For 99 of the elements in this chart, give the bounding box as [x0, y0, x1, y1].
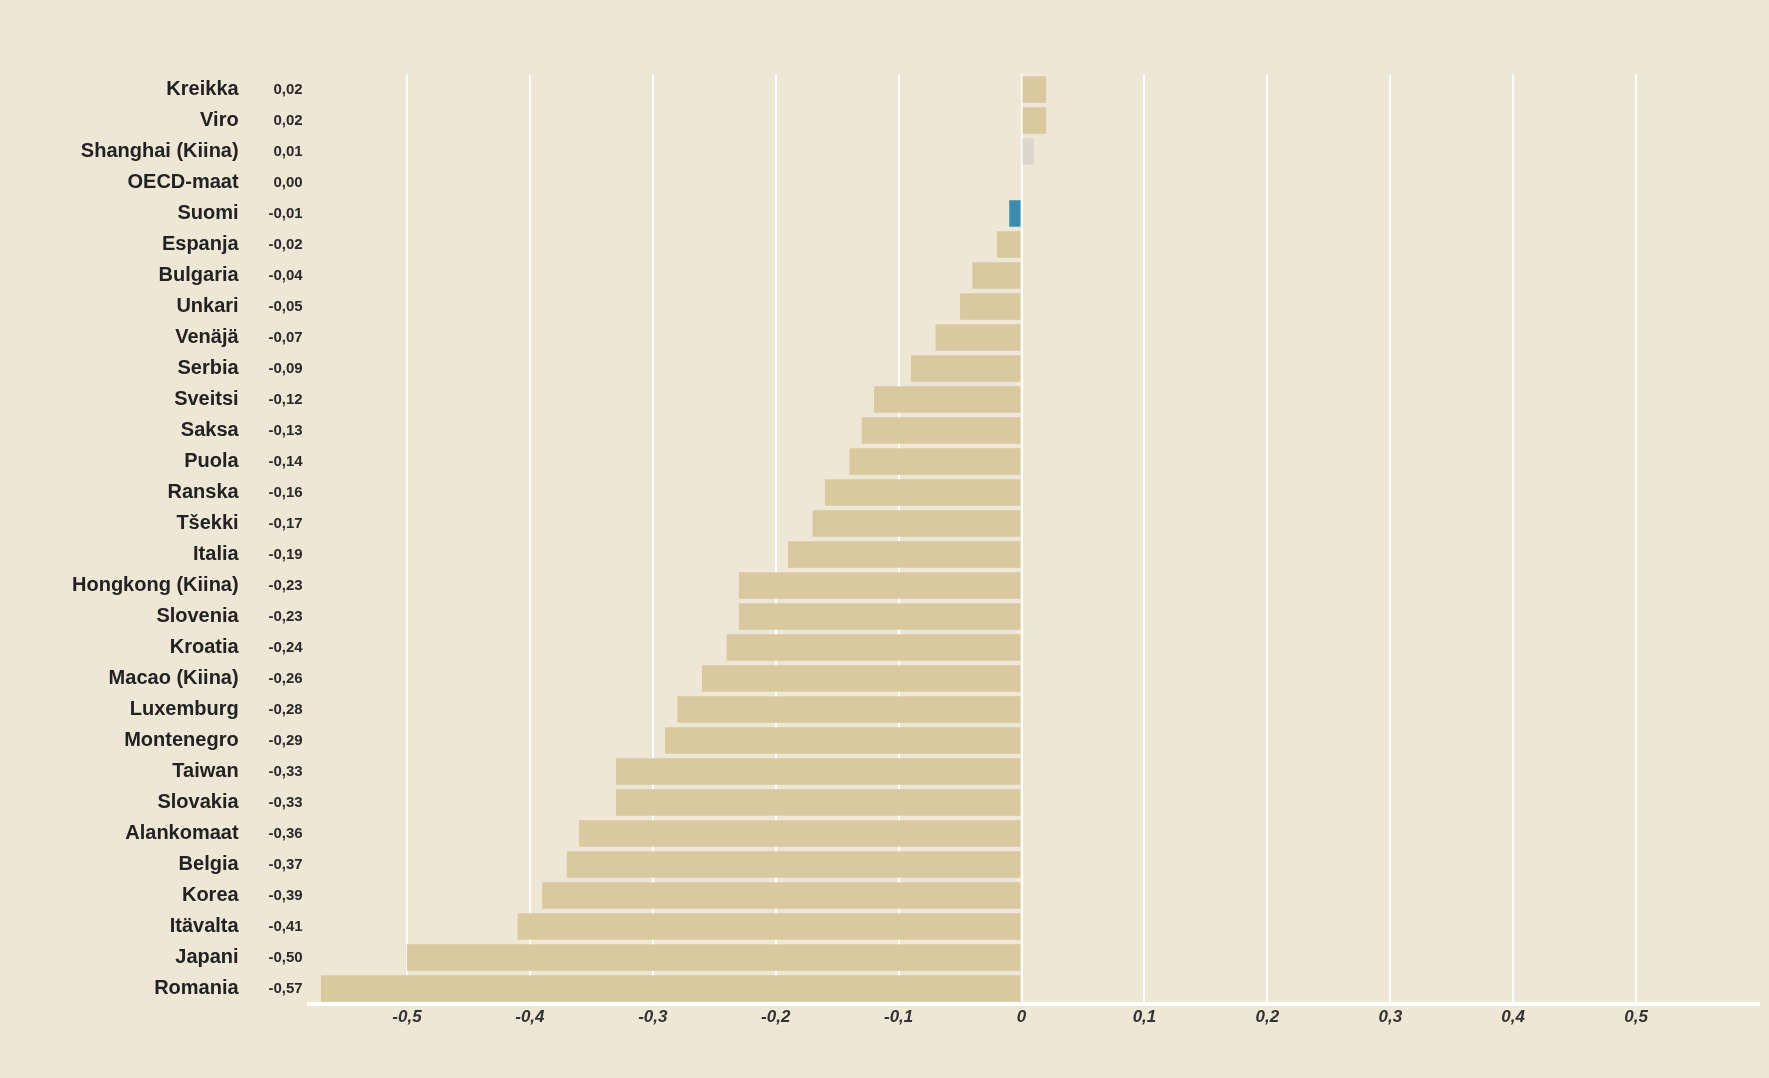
bar	[517, 913, 1021, 940]
bar	[615, 789, 1021, 816]
bar	[861, 417, 1021, 444]
data-label: -0,12	[268, 389, 303, 407]
data-label: -0,04	[268, 265, 304, 283]
y-tick-label: Slovenia	[156, 604, 240, 627]
data-label: -0,13	[268, 420, 303, 438]
y-tick-label: Tšekki	[176, 511, 239, 534]
data-label: -0,16	[268, 482, 303, 500]
data-label: 0,02	[273, 79, 303, 97]
x-tick-label: -0,2	[761, 1006, 791, 1026]
y-tick-label: Espanja	[161, 232, 240, 255]
x-tick-label: 0,4	[1501, 1006, 1526, 1026]
bar	[542, 882, 1021, 909]
bar	[812, 510, 1021, 537]
data-label: -0,19	[268, 544, 303, 562]
x-tick-label: 0,3	[1378, 1006, 1403, 1026]
y-tick-label: Kreikka	[166, 77, 240, 100]
y-tick-label: Sveitsi	[174, 387, 239, 410]
data-label: -0,39	[268, 885, 303, 903]
bar	[615, 758, 1021, 785]
data-label: -0,14	[268, 451, 304, 469]
y-tick-label: Saksa	[180, 418, 240, 441]
data-label: -0,57	[268, 978, 303, 996]
bar	[406, 944, 1021, 971]
bar	[824, 479, 1021, 506]
data-label: -0,37	[268, 854, 303, 872]
y-tick-label: Montenegro	[124, 728, 239, 751]
data-label: -0,23	[268, 606, 303, 624]
data-label: -0,41	[268, 916, 303, 934]
bar	[1022, 76, 1047, 103]
bar	[1009, 200, 1021, 227]
y-tick-label: Korea	[181, 883, 240, 906]
y-tick-label: Venäjä	[175, 325, 240, 348]
y-tick-label: Belgia	[178, 852, 240, 875]
x-tick-label: -0,4	[515, 1006, 546, 1026]
bar	[960, 293, 1021, 320]
bar	[665, 727, 1021, 754]
x-tick-label: -0,3	[638, 1006, 668, 1026]
bar	[935, 324, 1021, 351]
y-tick-label: Luxemburg	[129, 697, 239, 720]
data-label: -0,01	[268, 203, 303, 221]
y-tick-label: Hongkong (Kiina)	[72, 573, 239, 596]
data-label: -0,50	[268, 947, 303, 965]
data-label: -0,29	[268, 730, 303, 748]
y-tick-label: Viro	[200, 108, 239, 131]
x-tick-label: -0,5	[392, 1006, 423, 1026]
data-label: 0,00	[273, 172, 303, 190]
y-tick-label: Serbia	[177, 356, 240, 379]
data-label: -0,28	[268, 699, 303, 717]
y-tick-label: Taiwan	[172, 759, 239, 782]
bar	[788, 541, 1021, 568]
x-tick-label: 0,2	[1255, 1006, 1280, 1026]
data-label: -0,26	[268, 668, 303, 686]
data-label: -0,36	[268, 823, 303, 841]
bar	[910, 355, 1021, 382]
bar	[849, 448, 1021, 475]
y-tick-label: Ranska	[167, 480, 240, 503]
y-tick-label: Kroatia	[169, 635, 240, 658]
x-tick-label: 0,5	[1624, 1006, 1649, 1026]
bar	[996, 231, 1021, 258]
y-tick-label: Alankomaat	[125, 821, 239, 844]
y-tick-label: Macao (Kiina)	[108, 666, 239, 689]
data-label: -0,33	[268, 792, 303, 810]
x-tick-label: -0,1	[883, 1006, 914, 1026]
y-tick-label: Italia	[193, 542, 240, 565]
data-label: -0,24	[268, 637, 304, 655]
y-tick-label: Shanghai (Kiina)	[80, 139, 239, 162]
y-tick-label: OECD-maat	[127, 170, 239, 193]
bar	[701, 665, 1021, 692]
data-label: -0,05	[268, 296, 303, 314]
bar	[579, 820, 1021, 847]
y-tick-label: Japani	[175, 945, 239, 968]
y-tick-label: Slovakia	[157, 790, 240, 813]
bar	[738, 572, 1021, 599]
y-tick-label: Suomi	[177, 201, 239, 224]
data-label: -0,09	[268, 358, 303, 376]
y-tick-label: Itävalta	[169, 914, 240, 937]
bar	[972, 262, 1021, 289]
bar	[1022, 107, 1047, 134]
data-label: -0,23	[268, 575, 303, 593]
y-tick-label: Puola	[184, 449, 240, 472]
x-tick-label: 0	[1016, 1006, 1027, 1026]
bar	[738, 603, 1021, 630]
bar	[1022, 138, 1034, 165]
data-label: -0,17	[268, 513, 303, 531]
data-label: -0,33	[268, 761, 303, 779]
bar	[566, 851, 1021, 878]
data-label: 0,02	[273, 110, 303, 128]
data-label: 0,01	[273, 141, 303, 159]
bar	[874, 386, 1021, 413]
y-tick-label: Romania	[154, 976, 240, 999]
data-label: -0,02	[268, 234, 303, 252]
bar	[677, 696, 1021, 723]
bar	[726, 634, 1021, 661]
y-tick-label: Bulgaria	[158, 263, 240, 286]
x-tick-label: 0,1	[1132, 1006, 1157, 1026]
y-tick-label: Unkari	[176, 294, 239, 317]
data-label: -0,07	[268, 327, 303, 345]
